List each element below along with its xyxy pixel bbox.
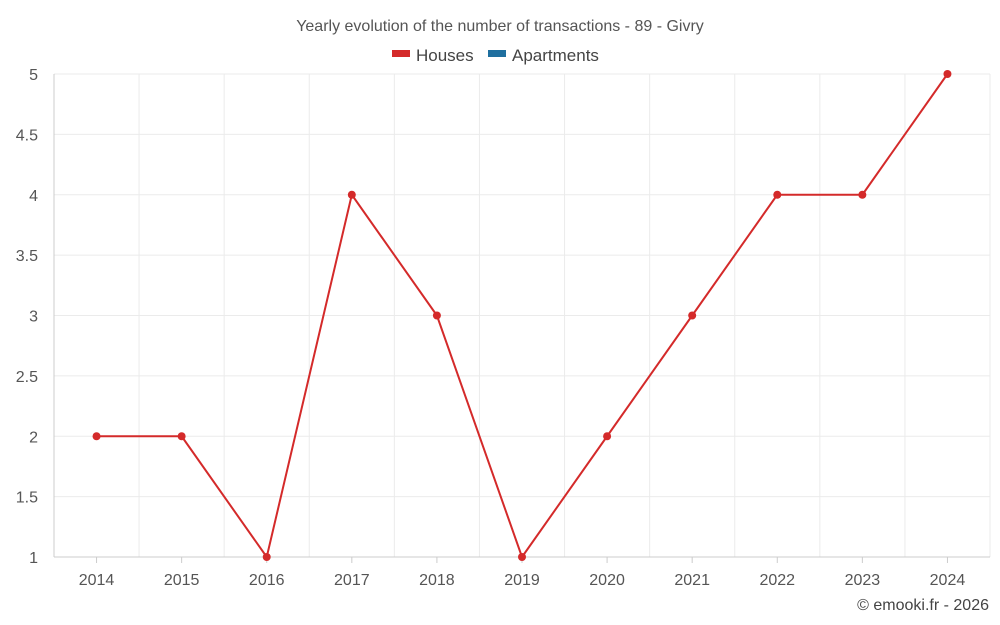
legend-item-apartments[interactable]: Apartments (488, 46, 599, 65)
legend-label-apartments: Apartments (512, 46, 599, 65)
credit-text: © emooki.fr - 2026 (857, 597, 989, 614)
x-axis-ticks: 2014 2015 2016 2017 2018 2019 2020 2021 2022 2023… (79, 557, 966, 589)
legend-swatch-houses (392, 50, 410, 57)
data-point-houses[interactable] (518, 553, 526, 561)
x-tick-label: 2017 (334, 572, 370, 589)
data-point-houses[interactable] (773, 190, 782, 199)
x-tick-label: 2019 (504, 572, 540, 589)
y-tick-label: 2.5 (16, 369, 38, 386)
x-tick-label: 2015 (164, 572, 200, 589)
y-tick-label: 1 (29, 550, 38, 567)
y-tick-label: 4 (29, 188, 38, 205)
x-tick-label: 2024 (930, 572, 966, 589)
data-point-houses[interactable] (858, 190, 867, 199)
x-tick-label: 2016 (249, 572, 285, 589)
legend-swatch-apartments (488, 50, 506, 57)
x-tick-label: 2020 (589, 572, 625, 589)
gridlines (53, 73, 991, 558)
y-tick-label: 5 (29, 67, 38, 84)
data-point-houses[interactable] (603, 432, 612, 441)
y-tick-label: 3 (29, 309, 38, 326)
y-tick-label: 2 (29, 429, 38, 446)
legend: Houses Apartments (392, 46, 599, 65)
data-point-houses[interactable] (688, 311, 697, 320)
chart-title: Yearly evolution of the number of transa… (296, 18, 704, 35)
y-tick-label: 3.5 (16, 248, 38, 265)
data-point-houses[interactable] (177, 432, 186, 441)
x-tick-label: 2022 (759, 572, 795, 589)
series-layer (92, 70, 952, 561)
x-tick-label: 2021 (674, 572, 710, 589)
legend-item-houses[interactable]: Houses (392, 46, 474, 65)
data-point-houses[interactable] (432, 311, 441, 320)
data-point-houses[interactable] (262, 553, 271, 561)
data-point-houses[interactable] (92, 432, 101, 441)
data-point-houses[interactable] (943, 70, 952, 78)
legend-label-houses: Houses (416, 46, 474, 65)
x-tick-label: 2014 (79, 572, 115, 589)
y-axis-ticks: 1 1.5 2 2.5 3 3.5 4 4.5 5 (16, 67, 38, 567)
x-tick-label: 2018 (419, 572, 455, 589)
y-tick-label: 4.5 (16, 127, 38, 144)
x-tick-label: 2023 (845, 572, 881, 589)
data-point-houses[interactable] (347, 190, 356, 199)
y-tick-label: 1.5 (16, 490, 38, 507)
